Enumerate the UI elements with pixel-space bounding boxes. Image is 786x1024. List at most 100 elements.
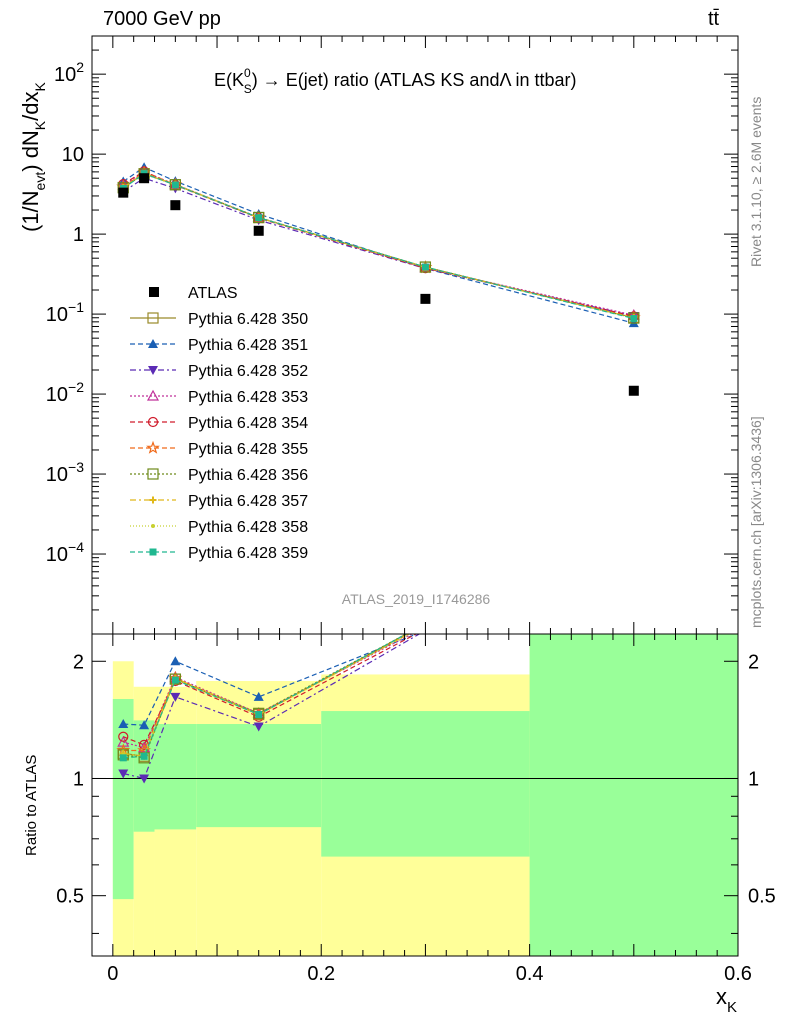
marker [146,440,160,454]
marker [147,468,159,480]
legend-label: Pythia 6.428 353 [188,389,308,406]
marker [629,411,639,420]
legend-label: Pythia 6.428 355 [188,441,308,458]
legend-label: Pythia 6.428 358 [188,519,308,536]
ratio-axis-label: Ratio to ATLAS [23,755,40,856]
y-tick-label: 10−1 [46,299,84,326]
y-tick-label: 102 [54,59,84,86]
ratio-line [123,634,414,749]
chart-title: E(K0 S) → E(jet) ratio (ATLAS KS andΛ in … [214,66,577,96]
marker [138,752,150,764]
marker [147,416,159,428]
legend-label: Pythia 6.428 356 [188,467,308,484]
legend-label: Pythia 6.428 359 [188,545,308,562]
ratio-tick-label: 2 [748,651,759,673]
marker [629,412,638,421]
series-line [122,177,634,317]
data-point [118,187,129,198]
marker [628,312,640,324]
marker [118,769,129,779]
uncertainty-band-inner [196,724,322,828]
analysis-id: ATLAS_2019_I1746286 [342,591,491,607]
series-line [122,172,634,319]
ratio-tick-label: 0.5 [748,886,776,908]
uncertainty-band-inner [529,634,738,956]
ratio-line [123,634,418,746]
legend-label: Pythia 6.428 357 [188,493,308,510]
marker [170,692,181,702]
x-tick-label: 0 [107,963,118,985]
ratio-panel-frame [91,633,739,957]
marker [146,389,160,401]
data-point [628,385,639,396]
marker [148,366,158,375]
marker [140,752,148,760]
legend-label: ATLAS [188,285,238,302]
marker [169,179,181,191]
mcplots-credit: mcplots.cern.ch [arXiv:1306.3436] [748,416,764,628]
legend-label: Pythia 6.428 354 [188,415,308,432]
marker [139,720,150,730]
marker [419,261,432,273]
ratio-tick-label: 0.5 [56,886,84,908]
rivet-version-note: Rivet 3.1.10, ≥ 2.6M events [748,96,764,267]
marker [630,315,638,323]
marker [629,417,639,427]
data-point [139,173,150,184]
marker [170,656,181,666]
data-point [170,200,181,211]
ratio-line [123,634,421,780]
marker [149,496,157,504]
marker [253,722,264,732]
data-point [420,293,431,304]
final-state-label: tt̄ [708,8,720,30]
x-axis-label: xK [716,984,737,1016]
y-tick-label: 10−4 [46,539,84,566]
series-line [122,166,634,324]
marker [139,774,150,784]
marker [629,406,639,415]
marker [253,211,265,224]
legend-label: Pythia 6.428 352 [188,363,308,380]
marker [138,741,151,753]
x-tick-label: 0.6 [724,963,752,985]
legend-marker [149,287,159,297]
uncertainty-band-inner [112,699,134,900]
legend-label: Pythia 6.428 350 [188,311,308,328]
uncertainty-band-inner [154,724,197,830]
marker [630,423,637,430]
marker [421,263,429,271]
legend-label: Pythia 6.428 351 [188,337,308,354]
uncertainty-band-inner [321,711,530,857]
marker [632,423,636,427]
data-point [253,225,264,236]
ratio-tick-label: 1 [748,768,759,790]
ratio-tick-label: 2 [73,651,84,673]
marker [255,214,263,222]
marker [151,524,155,528]
ratio-line [123,634,419,726]
marker [148,339,158,348]
y-tick-label: 10−3 [46,459,84,486]
marker [118,719,129,729]
marker [169,673,181,685]
marker [118,731,129,742]
marker [629,420,639,430]
y-tick-label: 10−2 [46,379,84,406]
marker [171,181,179,189]
marker [171,676,179,684]
marker [630,419,637,426]
process-label: 7000 GeV pp [103,8,221,30]
marker [147,312,159,324]
y-tick-label: 1 [73,224,84,246]
marker [629,418,639,428]
x-tick-label: 0.4 [516,963,544,985]
marker [629,444,639,453]
marker [119,754,127,762]
marker [253,691,264,701]
y-tick-label: 10 [62,144,84,166]
marker [149,548,157,556]
marker [253,707,265,719]
x-tick-label: 0.2 [307,963,335,985]
y-axis-label: (1/Nevt) dNK/dxK [18,81,48,232]
